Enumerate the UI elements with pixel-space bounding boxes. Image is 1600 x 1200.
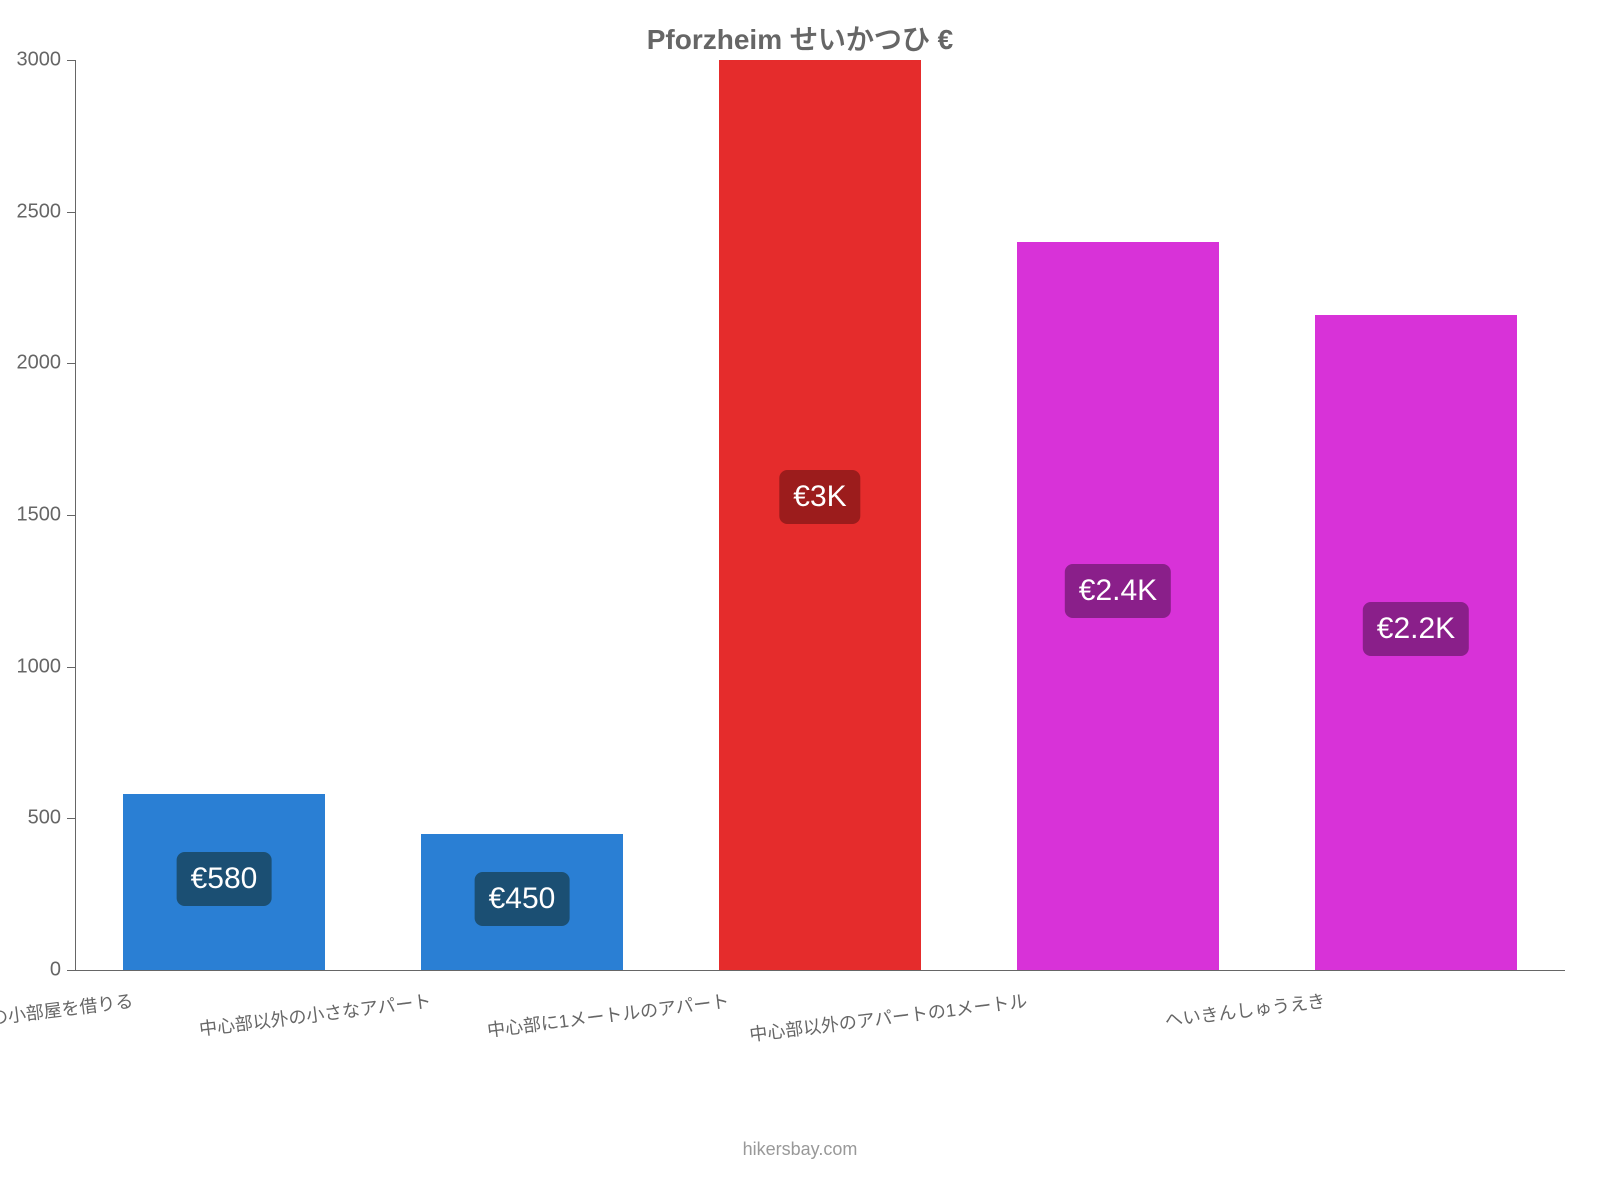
- x-axis-line: [75, 970, 1565, 971]
- y-tick-mark: [67, 818, 75, 819]
- y-tick-label: 3000: [1, 49, 61, 72]
- y-tick-mark: [67, 363, 75, 364]
- chart-title: Pforzheim せいかつひ €: [0, 18, 1600, 58]
- x-tick-label: 中心部の小部屋を借りる: [0, 987, 134, 1049]
- y-tick-label: 1000: [1, 655, 61, 678]
- bar-value-badge: €450: [475, 872, 570, 926]
- y-axis-line: [75, 60, 76, 970]
- y-tick-mark: [67, 212, 75, 213]
- y-tick-mark: [67, 970, 75, 971]
- y-tick-mark: [67, 667, 75, 668]
- x-tick-label: 中心部以外のアパートの1メートル: [727, 987, 1028, 1049]
- chart-plot-area: 050010001500200025003000€580中心部の小部屋を借りる€…: [75, 60, 1565, 970]
- x-tick-label: 中心部に1メートルのアパート: [429, 987, 730, 1049]
- bar-value-badge: €2.4K: [1065, 564, 1171, 618]
- x-tick-label: へいきんしゅうえき: [1025, 987, 1326, 1049]
- y-tick-label: 1500: [1, 504, 61, 527]
- bar-value-badge: €2.2K: [1363, 602, 1469, 656]
- bar-value-badge: €580: [177, 852, 272, 906]
- y-tick-mark: [67, 515, 75, 516]
- y-tick-label: 0: [1, 959, 61, 982]
- bar-value-badge: €3K: [779, 470, 860, 524]
- attribution-text: hikersbay.com: [0, 1139, 1600, 1160]
- y-tick-label: 2000: [1, 352, 61, 375]
- x-tick-label: 中心部以外の小さなアパート: [131, 987, 432, 1049]
- y-tick-label: 2500: [1, 200, 61, 223]
- y-tick-mark: [67, 60, 75, 61]
- y-tick-label: 500: [1, 807, 61, 830]
